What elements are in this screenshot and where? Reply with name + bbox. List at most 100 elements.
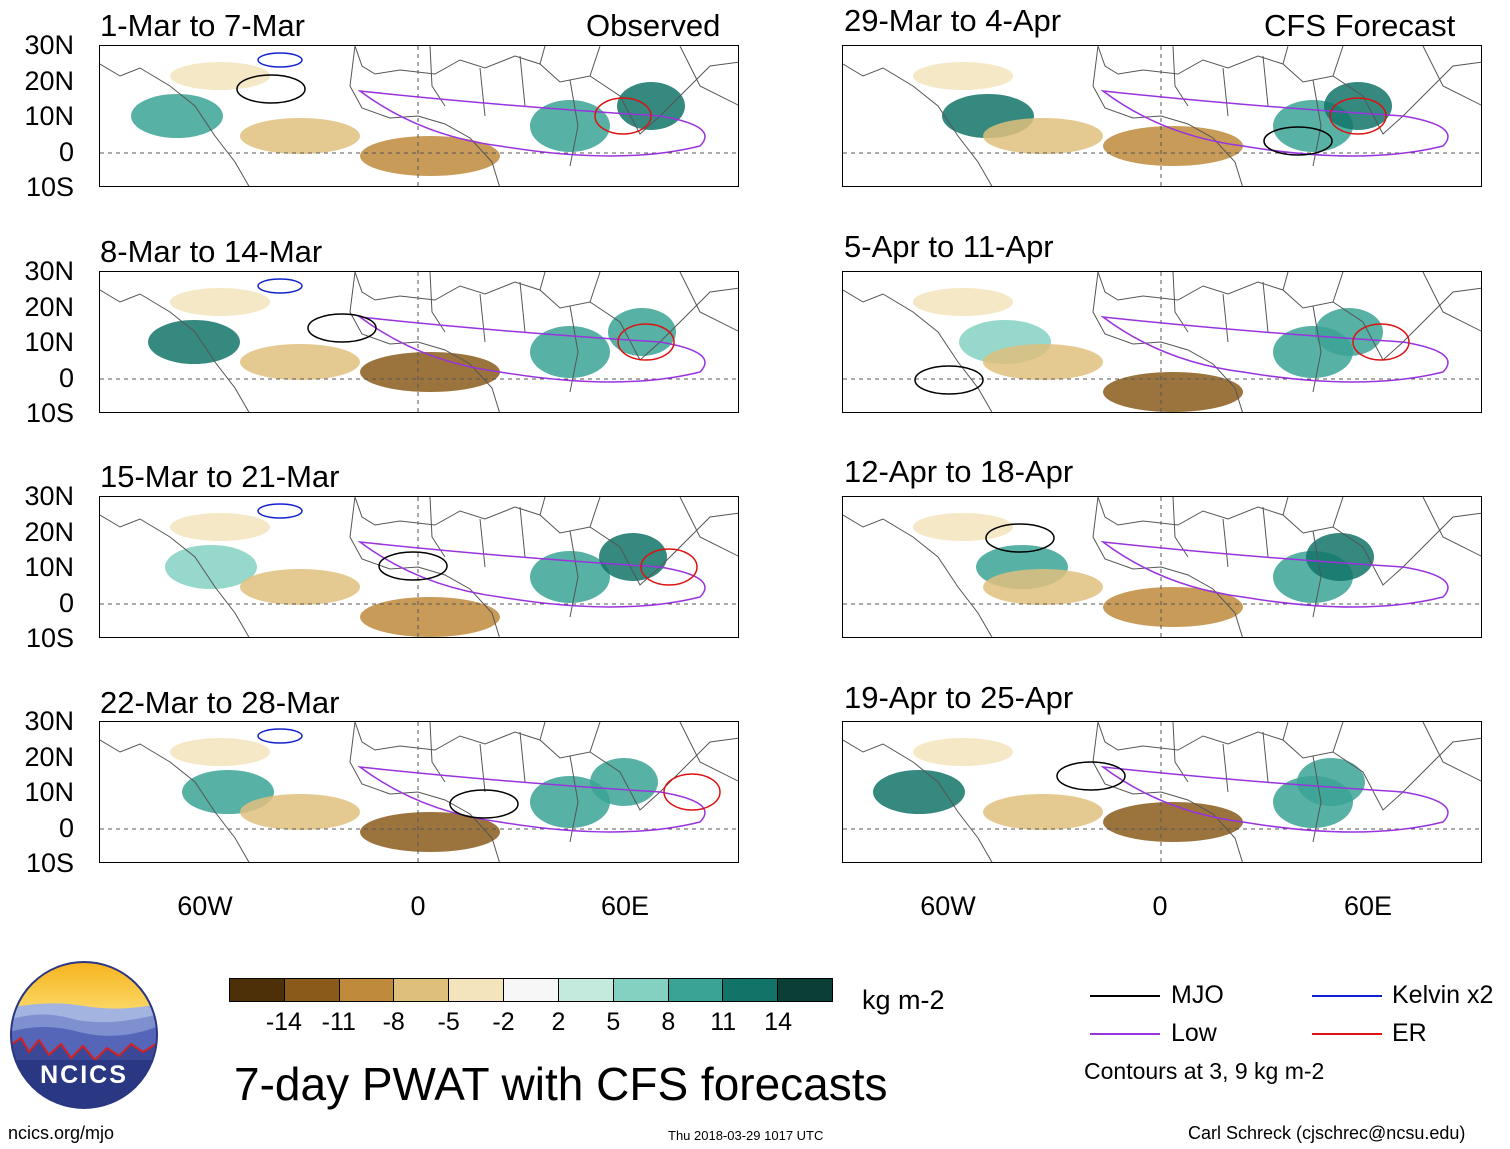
colorbar-swatch [668,979,724,1001]
low-contour [357,540,706,608]
legend-mjo-line [1090,995,1160,997]
anomaly-shading [530,551,610,603]
anomaly-shading [170,738,270,766]
anomaly-shading [1306,533,1374,581]
equator-prime-meridian [100,497,738,637]
coastline [349,497,500,637]
legend-kelvin-label: Kelvin x2 [1392,981,1494,1009]
colorbar-swatch [778,979,832,1001]
anomaly-shading [1315,308,1383,356]
coastline [1282,272,1481,332]
coastline [1282,497,1481,557]
panel-title-p3: 15-Mar to 21-Mar [100,459,340,494]
low-contour [357,89,706,157]
colorbar-swatch [394,979,450,1001]
low-contour [1100,315,1449,383]
lat-label-row2: 10N [24,327,74,357]
mjo-contour [914,365,984,395]
coastline [1092,46,1243,186]
kelvin-contour [257,728,303,744]
colorbar-swatch [339,979,395,1001]
anomaly-shading [599,533,667,581]
coastline [349,46,500,186]
anomaly-shading [530,776,610,828]
colorbar-tick-label: -11 [321,1008,356,1036]
map-graphic [843,46,1481,186]
coastline [843,289,993,412]
ncics-logo: NCICS [10,961,158,1109]
anomaly-shading [913,288,1013,316]
colorbar-swatch [449,979,505,1001]
coastline [539,497,738,557]
coastline [429,46,579,167]
equator-prime-meridian [843,722,1481,862]
coastline [1172,272,1322,393]
legend-mjo-label: MJO [1171,981,1224,1009]
map-panel-p5 [842,45,1482,187]
panel-title-p4: 22-Mar to 28-Mar [100,685,340,720]
lat-label-row2: 10S [25,398,74,428]
low-contour [1100,765,1449,833]
lat-label-row1: 20N [24,66,74,96]
coastline [539,272,738,332]
lat-label-row3: 20N [24,517,74,547]
coastline [539,722,738,782]
legend-low-label: Low [1171,1019,1217,1047]
coastline [1092,497,1243,637]
colorbar-tick-label: 8 [661,1008,676,1036]
colorbar-tick-label: 2 [551,1008,566,1036]
coastline [843,63,993,186]
panel-title-p6: 5-Apr to 11-Apr [844,229,1054,264]
lon-label-60w-left: 60W [177,891,233,921]
anomaly-shading [913,738,1013,766]
coastline [429,497,579,618]
anomaly-shading [617,82,685,130]
colorbar-tick-label: 14 [764,1008,792,1036]
mjo-contour [236,74,306,104]
colorbar-swatch [504,979,559,1001]
colorbar-swatch [613,979,669,1001]
map-graphic [843,272,1481,412]
lat-label-row3: 10N [24,552,74,582]
anomaly-shading [360,597,500,637]
legend-low-line [1090,1033,1160,1035]
anomaly-shading [240,344,360,380]
anomaly-shading [240,794,360,830]
panel-title-p2: 8-Mar to 14-Mar [100,234,323,269]
low-contour [1100,89,1449,157]
er-contour [1352,323,1410,361]
logo-text: NCICS [40,1061,128,1089]
footer-url[interactable]: ncics.org/mjo [8,1123,115,1143]
lat-label-row1: 10N [24,101,74,131]
panel-title-p7: 12-Apr to 18-Apr [844,454,1074,489]
map-panel-p1 [99,45,739,187]
equator-prime-meridian [100,272,738,412]
anomaly-shading [1103,587,1243,627]
anomaly-shading [360,352,500,392]
colorbar-unit: kg m-2 [862,985,945,1015]
footer-timestamp: Thu 2018-03-29 1017 UTC [668,1128,824,1143]
panel-title-p5: 29-Mar to 4-Apr [844,3,1062,38]
low-contour [357,315,706,383]
coastline [1172,46,1322,167]
colorbar [229,978,833,1002]
lat-label-row4: 20N [24,742,74,772]
map-panel-p7 [842,496,1482,638]
kelvin-contour [257,503,303,519]
mjo-contour [985,523,1055,553]
anomaly-shading [131,94,223,138]
er-contour [617,323,675,361]
equator-prime-meridian [100,46,738,186]
lat-label-row2: 20N [24,292,74,322]
coastline [1282,722,1481,782]
anomaly-shading [165,545,257,589]
low-contour [1100,540,1449,608]
anomaly-shading [873,770,965,814]
er-contour [594,97,652,135]
colorbar-swatch [558,979,614,1001]
map-graphic [100,46,738,186]
lon-label-60w-right: 60W [920,891,976,921]
anomaly-shading [1297,758,1365,806]
colorbar-tick-label: -14 [265,1008,302,1036]
colorbar-tick-label: 11 [710,1008,737,1036]
